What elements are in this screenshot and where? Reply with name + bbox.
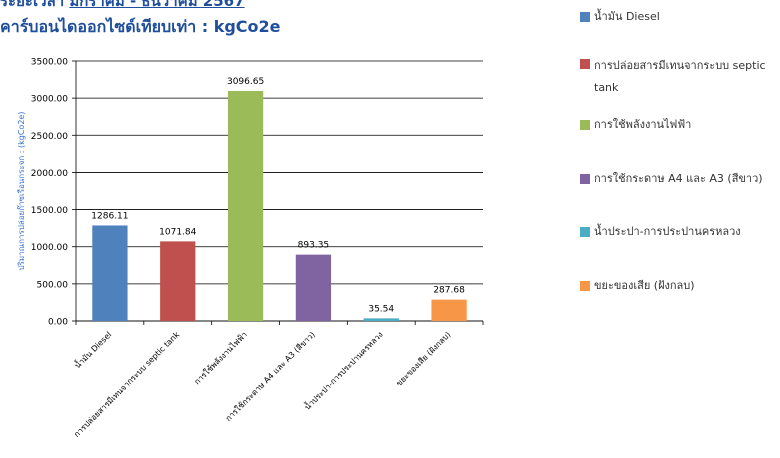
legend-item-septic: การปล่อยสารมีเทนจากระบบ septic tank (580, 55, 776, 99)
data-label: 893.35 (298, 241, 330, 251)
x-tick-label: การปล่อยสารมีเทนจากระบบ septic tank (72, 330, 181, 439)
legend-label: น้ำประปา-การประปานครหลวง (594, 225, 741, 238)
legend-item-diesel: น้ำมัน Diesel (580, 8, 776, 25)
legend-label: การปล่อยสารมีเทนจากระบบ septic tank (594, 59, 766, 94)
x-tick-label: การใช้พลังงานไฟฟ้า (193, 330, 249, 386)
period-range: มกราคม - ธันวาคม 2567 (69, 0, 245, 10)
legend-swatch (580, 12, 590, 22)
data-label: 1071.84 (159, 227, 196, 237)
y-tick-label: 1500.00 (31, 206, 68, 216)
y-tick-label: 500.00 (37, 280, 69, 290)
x-tick-label: น้ำมัน Diesel (72, 329, 114, 371)
bar (227, 90, 264, 322)
bar (363, 318, 399, 321)
legend-item-waste: ขยะของเสีย (ฝังกลบ) (580, 277, 776, 294)
legend-swatch (580, 120, 590, 130)
bar (295, 254, 332, 321)
x-tick-label: ขยะของเสีย (ฝังกลบ) (394, 330, 452, 388)
y-tick-label: 0.00 (48, 318, 68, 328)
bar (92, 225, 128, 321)
data-label: 3096.65 (227, 77, 264, 87)
chart-period-title: ระยะเวลา มกราคม - ธันวาคม 2567 (0, 0, 245, 13)
bar (160, 241, 196, 321)
bar-chart: 0.00 500.00 1000.00 1500.00 2000.00 2500.00 30… (16, 58, 484, 439)
x-tick-label: น้ำประปา-การประปานครหลวง (301, 329, 384, 412)
y-tick-label: 3000.00 (31, 95, 68, 105)
chart-title: คาร์บอนไดออกไซด์เทียบเท่า : kgCo2e (0, 17, 281, 36)
period-prefix: ระยะเวลา (0, 0, 70, 10)
bar (431, 299, 467, 321)
legend-swatch (580, 227, 590, 237)
legend-label: น้ำมัน Diesel (594, 10, 660, 23)
legend-item-water: น้ำประปา-การประปานครหลวง (580, 223, 776, 240)
legend-label: ขยะของเสีย (ฝังกลบ) (594, 279, 695, 292)
data-label: 35.54 (368, 304, 394, 314)
y-tick-label: 2000.00 (31, 169, 68, 179)
legend-item-paper: การใช้กระดาษ A4 และ A3 (สีขาว) (580, 170, 776, 187)
legend-swatch (580, 174, 590, 184)
legend-swatch (580, 59, 590, 69)
data-label: 1286.11 (91, 211, 128, 221)
legend-swatch (580, 281, 590, 291)
y-axis-title: ปริมาณการปล่อยก๊าซเรือนกระจก : (kgCo2e) (16, 112, 26, 271)
y-tick-label: 3500.00 (31, 58, 68, 68)
legend-label: การใช้พลังงานไฟฟ้า (594, 118, 692, 131)
legend-item-electricity: การใช้พลังงานไฟฟ้า (580, 116, 776, 133)
y-tick-label: 2500.00 (31, 132, 68, 142)
y-tick-label: 1000.00 (31, 243, 68, 253)
legend-label: การใช้กระดาษ A4 และ A3 (สีขาว) (594, 172, 763, 185)
data-label: 287.68 (433, 286, 465, 296)
